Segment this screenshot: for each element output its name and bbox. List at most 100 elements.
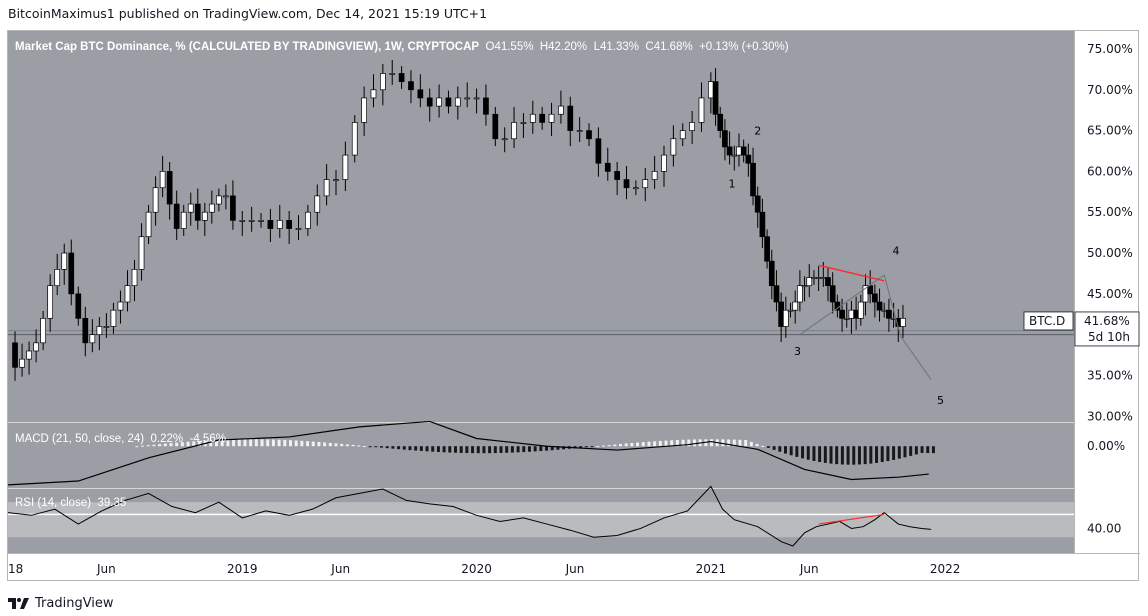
macd-histogram-bar (328, 442, 332, 447)
y-tick-label: 50.00% (1087, 246, 1133, 260)
rsi-band (8, 502, 1074, 538)
wave-label-5: 5 (937, 394, 944, 407)
macd-histogram-bar (539, 446, 543, 452)
candle-body (736, 146, 742, 156)
macd-histogram-bar (846, 446, 850, 465)
macd-histogram-bar (385, 446, 389, 449)
macd-histogram-bar (323, 442, 327, 447)
macd-histogram-bar (772, 446, 776, 450)
legend-o-value: 41.55% (494, 41, 533, 53)
candle-body (558, 105, 564, 115)
candle-body (239, 220, 246, 222)
candle-body (511, 122, 517, 140)
candle-body (417, 89, 424, 99)
legend-macd-label: MACD (21, 50, close, 24) (15, 433, 144, 445)
candle-body (853, 309, 859, 319)
chart-canvas[interactable]: 1 2 3 4 5 75.00% 70.00% 65.00% 60.00% 55.00% 50.00… (8, 31, 1140, 582)
main-pane-bg (8, 31, 1074, 422)
macd-histogram-bar (527, 446, 531, 452)
candle-body (642, 179, 649, 189)
candle-body (881, 309, 888, 312)
macd-histogram-bar (180, 442, 184, 447)
macd-histogram-bar (357, 445, 361, 447)
macd-histogram-bar (533, 446, 537, 452)
macd-histogram-bar (601, 445, 605, 447)
candle-body (848, 309, 855, 319)
macd-histogram-bar (169, 443, 173, 447)
candle-body (473, 97, 480, 100)
legend-spacer (126, 497, 132, 509)
macd-histogram-bar (243, 439, 247, 447)
macd-histogram-bar (482, 446, 486, 454)
macd-histogram-bar (863, 446, 867, 465)
macd-histogram-bar (146, 445, 150, 447)
candle-body (529, 113, 536, 123)
candle-body (145, 211, 152, 238)
macd-histogram-bar (755, 443, 759, 447)
candle-body (548, 113, 555, 123)
macd-histogram-bar (914, 446, 918, 455)
candle-body (792, 301, 799, 311)
candle-body (754, 195, 761, 213)
candle-body (40, 317, 46, 344)
candle-body (670, 138, 677, 156)
macd-histogram-bar (499, 446, 503, 453)
macd-histogram-bar (795, 446, 799, 457)
main-legend: Market Cap BTC Dominance, % (CALCULATED … (15, 41, 789, 53)
candle-body (103, 326, 110, 328)
macd-histogram-bar (852, 446, 856, 465)
legend-main-title: Market Cap BTC Dominance, % (CALCULATED … (15, 41, 479, 53)
candle-body (679, 130, 686, 140)
candle-body (361, 97, 367, 123)
candle-body (398, 73, 405, 82)
candle-body (567, 105, 574, 131)
x-tick-label: Jun (96, 562, 116, 576)
candle-body (351, 122, 358, 156)
macd-histogram-bar (875, 446, 879, 463)
legend-macd-v1: 0.22% (151, 433, 184, 445)
candle-body (520, 122, 527, 124)
macd-histogram-bar (226, 439, 230, 447)
macd-histogram-bar (590, 446, 594, 448)
rsi-line (8, 485, 932, 547)
candle-body (806, 277, 813, 287)
candle-body (380, 73, 386, 91)
x-tick-label: Jun (565, 562, 585, 576)
macd-histogram-bar (607, 445, 611, 447)
macd-histogram-bar (414, 446, 418, 451)
macd-histogram-bar (624, 443, 628, 447)
candle-body (539, 113, 546, 123)
macd-histogram-bar (909, 446, 913, 456)
candle-body (333, 179, 339, 181)
macd-histogram-bar (380, 446, 384, 448)
macd-histogram-bar (152, 444, 156, 447)
candle-body (787, 309, 794, 312)
candle-body (12, 342, 18, 368)
y-tick-label: 55.00% (1087, 205, 1133, 219)
candle-body (886, 309, 892, 319)
candle-body (712, 81, 719, 115)
macd-histogram-bar (692, 439, 696, 447)
macd-histogram-bar (857, 446, 861, 465)
macd-histogram-bar (431, 446, 435, 452)
macd-histogram-bar (516, 446, 520, 453)
candle-body (900, 317, 906, 327)
candle-body (801, 285, 808, 288)
macd-histogram-bar (158, 444, 162, 447)
candle-body (740, 146, 747, 156)
candle-body (843, 317, 850, 320)
chart-frame[interactable]: 1 2 3 4 5 75.00% 70.00% 65.00% 60.00% 55.00% 50.00… (7, 30, 1140, 582)
candle-body (782, 309, 789, 327)
x-tick-label: 2018 (8, 562, 23, 576)
candle-body (258, 220, 264, 222)
wave-label-3: 3 (794, 345, 801, 358)
candle-body (248, 220, 255, 222)
macd-histogram-bar (419, 446, 423, 451)
y-tick-label: 75.00% (1087, 42, 1133, 56)
macd-histogram-bar (402, 446, 406, 450)
macd-signal-line (8, 420, 929, 486)
candle-body (117, 301, 124, 311)
macd-histogram-bar (801, 446, 805, 459)
macd-histogram-bar (835, 446, 839, 465)
candle-body (75, 293, 82, 319)
